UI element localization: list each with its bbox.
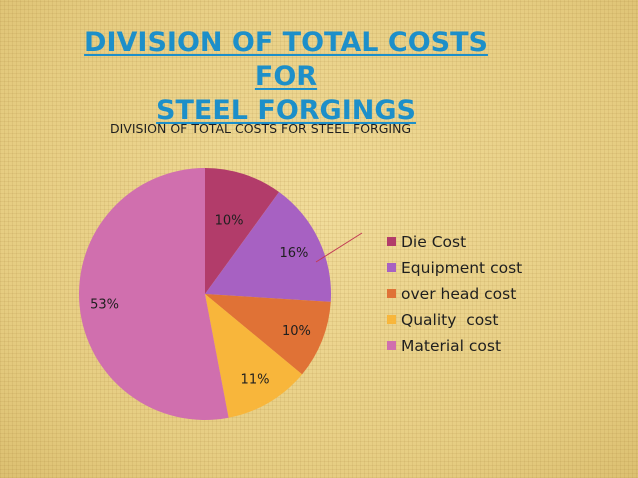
legend-label-quality-cost: Quality cost [401,311,498,329]
pie-labels: 10% 16% 10% 11% 53% [90,214,363,388]
data-label-equipment-cost: 16% [279,246,308,261]
chart-title: DIVISION OF TOTAL COSTS FOR STEEL FORGIN… [110,121,411,136]
data-label-die-cost: 10% [215,214,244,229]
legend-swatch-over-head-cost [387,289,396,298]
data-label-quality-cost: 11% [241,373,270,388]
legend-label-equipment-cost: Equipment cost [401,259,522,277]
pie-slice-material-cost [79,168,229,420]
legend-swatch-die-cost [387,237,396,246]
legend-swatch-equipment-cost [387,263,396,272]
slide-title-line-2: STEEL FORGINGS [156,95,416,126]
legend-label-die-cost: Die Cost [401,233,466,251]
slide-title-line-1: DIVISION OF TOTAL COSTS FOR [84,27,488,92]
pie-slice-die-cost [205,168,280,294]
legend-label-material-cost: Material cost [401,337,501,355]
pie-slice-equipment-cost [205,192,331,302]
data-label-material-cost: 53% [90,298,119,313]
pie-slices [79,168,331,420]
pie-slice-over-head-cost [205,294,331,375]
slide-title: DIVISION OF TOTAL COSTS FOR STEEL FORGIN… [60,26,512,128]
legend-label-over-head-cost: over head cost [401,285,516,303]
pie-slice-quality-cost [205,294,303,418]
legend-swatch-quality-cost [387,315,396,324]
leader-line [315,232,363,263]
data-label-over-head-cost: 10% [282,324,311,339]
legend-swatch-material-cost [387,341,396,350]
chart-legend: Die Cost Equipment cost over head cost Qual… [387,233,522,355]
